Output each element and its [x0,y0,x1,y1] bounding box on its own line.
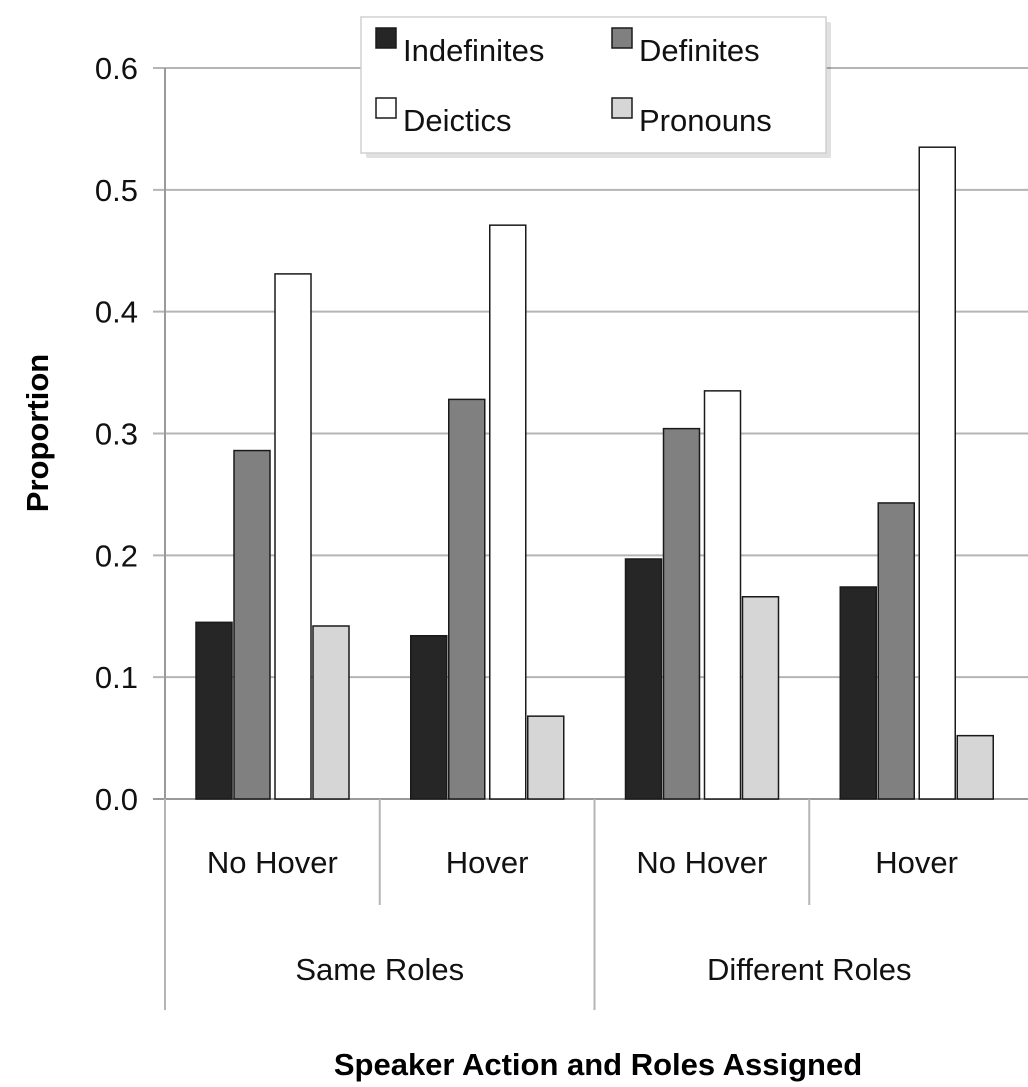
bar-pronouns [956,734,994,800]
legend-label-definites: Definites [639,33,760,68]
bar-pronouns [312,625,350,800]
y-tick-label: 0.6 [95,51,138,86]
bar-indefinites [624,558,663,800]
bar-indefinites [410,634,448,800]
legend-swatch-definites [611,27,633,49]
bar-definites [662,427,701,800]
x-axis: No Hover Hover Same Roles No Hover Hover Diff… [164,799,958,1010]
legend-box [360,16,827,154]
x-group-label: Different Roles [707,952,911,987]
legend: Indefinites Definites Deictics Pronouns [360,16,831,158]
bar-deictics [274,273,312,800]
y-tick-label: 0.1 [95,660,138,695]
legend-label-deictics: Deictics [403,103,512,138]
x-category-label: Hover [875,845,958,880]
bar-indefinites [195,621,233,800]
legend-label-indefinites: Indefinites [403,33,544,68]
bar-pronouns [741,596,780,800]
bar-definites [877,502,915,800]
y-tick-label: 0.4 [95,295,138,330]
legend-swatch-deictics [375,97,397,119]
y-tick-label: 0.5 [95,173,138,208]
y-tick-label: 0.3 [95,417,138,452]
bars [195,146,994,800]
legend-swatch-indefinites [375,27,397,49]
legend-label-pronouns: Pronouns [639,103,772,138]
bar-deictics [489,224,527,800]
bar-deictics [703,390,742,800]
bar-deictics [918,146,956,800]
bar-definites [448,398,486,800]
x-category-label: Hover [446,845,529,880]
y-tick-label: 0.0 [95,782,138,817]
x-category-label: No Hover [636,845,767,880]
legend-swatch-pronouns [611,97,633,119]
y-tick-label: 0.2 [95,538,138,573]
bar-definites [233,449,271,800]
bar-indefinites [839,586,877,800]
bar-pronouns [527,715,565,800]
x-category-label: No Hover [207,845,338,880]
x-group-label: Same Roles [295,952,464,987]
y-axis-title: Proportion [20,354,55,512]
x-axis-title: Speaker Action and Roles Assigned [334,1047,862,1082]
y-axis-ticks: 0.0 0.1 0.2 0.3 0.4 0.5 0.6 [95,51,138,817]
